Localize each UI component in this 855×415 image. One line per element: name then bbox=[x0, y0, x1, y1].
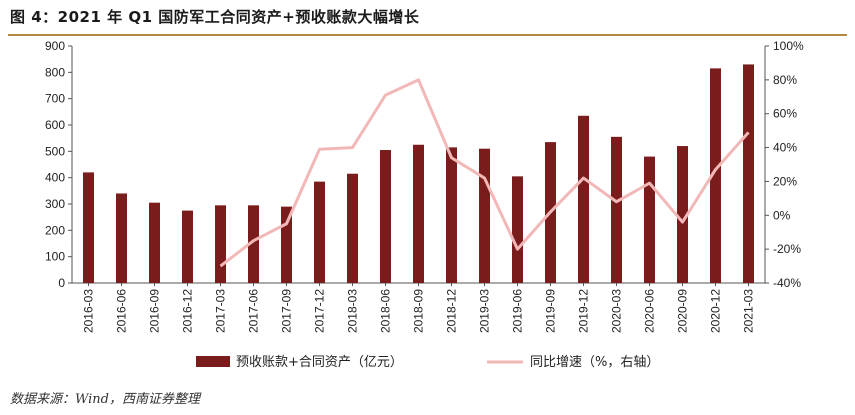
bar bbox=[347, 173, 358, 283]
x-tick-label: 2020-09 bbox=[676, 289, 690, 333]
x-tick-label: 2020-06 bbox=[643, 289, 657, 333]
right-tick-label: 100% bbox=[773, 39, 804, 53]
x-tick-label: 2019-12 bbox=[577, 289, 591, 333]
bar bbox=[83, 172, 94, 283]
x-tick-label: 2016-12 bbox=[181, 289, 195, 333]
bar bbox=[215, 205, 226, 283]
title-divider bbox=[8, 34, 847, 36]
bar-line-chart: 0 100 200 300 400 500 600 700 800 900 -40% -20% 0% 20… bbox=[45, 39, 804, 370]
bar bbox=[479, 148, 490, 283]
right-tick-label: 20% bbox=[773, 174, 797, 188]
right-tick-label: -20% bbox=[773, 242, 801, 256]
legend: 预收账款+合同资产（亿元） 同比增速（%，右轴） bbox=[196, 355, 659, 370]
x-tick-label: 2018-12 bbox=[445, 289, 459, 333]
left-tick-label: 900 bbox=[45, 39, 65, 53]
bar bbox=[644, 156, 655, 283]
right-tick-label: 40% bbox=[773, 141, 797, 155]
left-tick-label: 200 bbox=[45, 223, 65, 237]
bar bbox=[149, 202, 160, 283]
bar bbox=[743, 64, 754, 283]
left-tick-label: 400 bbox=[45, 171, 65, 185]
bar bbox=[710, 68, 721, 283]
left-tick-label: 300 bbox=[45, 197, 65, 211]
bar bbox=[677, 146, 688, 283]
bar bbox=[446, 147, 457, 283]
bar bbox=[611, 136, 622, 283]
right-tick-label: 80% bbox=[773, 73, 797, 87]
x-tick-label: 2017-09 bbox=[280, 289, 294, 333]
x-tick-label: 2018-09 bbox=[412, 289, 426, 333]
bar-series bbox=[83, 64, 754, 284]
legend-line-label: 同比增速（%，右轴） bbox=[530, 355, 659, 370]
x-axis-ticks: 2016-03 2016-06 2016-09 2016-12 2017-03 2017-… bbox=[82, 283, 756, 333]
left-tick-label: 500 bbox=[45, 144, 65, 158]
x-tick-label: 2018-06 bbox=[379, 289, 393, 333]
right-tick-label: -40% bbox=[773, 276, 801, 290]
left-tick-label: 800 bbox=[45, 65, 65, 79]
x-tick-label: 2016-06 bbox=[115, 289, 129, 333]
x-tick-label: 2020-03 bbox=[610, 289, 624, 333]
left-tick-label: 600 bbox=[45, 118, 65, 132]
x-tick-label: 2019-03 bbox=[478, 289, 492, 333]
x-tick-label: 2017-03 bbox=[214, 289, 228, 333]
left-tick-label: 100 bbox=[45, 250, 65, 264]
bar bbox=[281, 206, 292, 283]
bar bbox=[413, 144, 424, 283]
bar bbox=[182, 210, 193, 283]
x-tick-label: 2019-09 bbox=[544, 289, 558, 333]
x-tick-label: 2021-03 bbox=[742, 289, 756, 333]
bar bbox=[314, 181, 325, 283]
bar bbox=[116, 193, 127, 283]
left-tick-label: 0 bbox=[58, 276, 65, 290]
x-tick-label: 2020-12 bbox=[709, 289, 723, 333]
x-tick-label: 2017-12 bbox=[313, 289, 327, 333]
source-note: 数据来源：Wind，西南证券整理 bbox=[10, 392, 200, 407]
x-tick-label: 2016-03 bbox=[82, 289, 96, 333]
legend-bar-label: 预收账款+合同资产（亿元） bbox=[236, 355, 403, 370]
x-tick-label: 2018-03 bbox=[346, 289, 360, 333]
x-tick-label: 2016-09 bbox=[148, 289, 162, 333]
x-tick-label: 2017-06 bbox=[247, 289, 261, 333]
right-tick-label: 0% bbox=[773, 208, 791, 222]
line-series bbox=[219, 78, 750, 268]
bar bbox=[248, 205, 259, 283]
bar bbox=[512, 176, 523, 283]
bar bbox=[578, 115, 589, 284]
x-tick-label: 2019-06 bbox=[511, 289, 525, 333]
bar bbox=[380, 150, 391, 283]
left-tick-label: 700 bbox=[45, 92, 65, 106]
legend-bar-swatch bbox=[196, 356, 230, 367]
right-tick-label: 60% bbox=[773, 107, 797, 121]
chart-title: 图 4：2021 年 Q1 国防军工合同资产+预收账款大幅增长 bbox=[10, 8, 420, 26]
